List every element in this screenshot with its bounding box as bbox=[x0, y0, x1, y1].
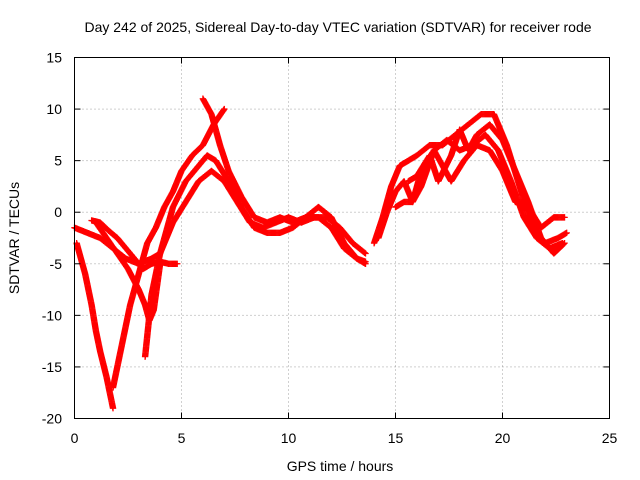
data-point bbox=[362, 250, 369, 257]
y-tick-label: -5 bbox=[50, 256, 63, 272]
data-point bbox=[561, 239, 568, 247]
plot-frame bbox=[74, 57, 610, 419]
data-point bbox=[109, 404, 117, 412]
x-tick-label: 10 bbox=[281, 430, 297, 446]
data-point bbox=[362, 258, 369, 265]
y-tick-label: 5 bbox=[54, 153, 62, 169]
y-tick-label: -20 bbox=[42, 411, 62, 427]
data-marks bbox=[71, 95, 570, 412]
y-axis-ticks: -20 -15 -10 -5 0 5 10 15 bbox=[42, 50, 610, 427]
x-tick-label: 5 bbox=[178, 430, 186, 446]
data-point bbox=[563, 229, 570, 237]
data-point bbox=[561, 214, 568, 221]
y-tick-label: 0 bbox=[54, 204, 62, 220]
y-tick-label: 10 bbox=[46, 101, 62, 117]
series-track-b bbox=[73, 239, 117, 412]
data-point bbox=[560, 240, 567, 248]
data-point bbox=[361, 249, 368, 256]
chart-title: Day 242 of 2025, Sidereal Day-to-day VTE… bbox=[84, 19, 591, 35]
y-tick-label: 15 bbox=[46, 50, 62, 66]
series-track-k bbox=[405, 121, 568, 257]
x-tick-label: 25 bbox=[602, 430, 618, 446]
x-tick-label: 20 bbox=[495, 430, 511, 446]
y-tick-label: -10 bbox=[42, 307, 62, 323]
data-point bbox=[221, 105, 228, 113]
data-point bbox=[174, 260, 181, 267]
x-tick-label: 15 bbox=[388, 430, 404, 446]
x-axis-ticks: 0 5 10 15 20 25 bbox=[71, 57, 618, 446]
y-axis-label: SDTVAR / TECUs bbox=[6, 182, 22, 294]
y-tick-label: -15 bbox=[42, 359, 62, 375]
x-axis-label: GPS time / hours bbox=[287, 458, 394, 474]
grid-lines bbox=[74, 57, 610, 419]
x-tick-label: 0 bbox=[71, 430, 79, 446]
series-track-g bbox=[199, 95, 369, 265]
